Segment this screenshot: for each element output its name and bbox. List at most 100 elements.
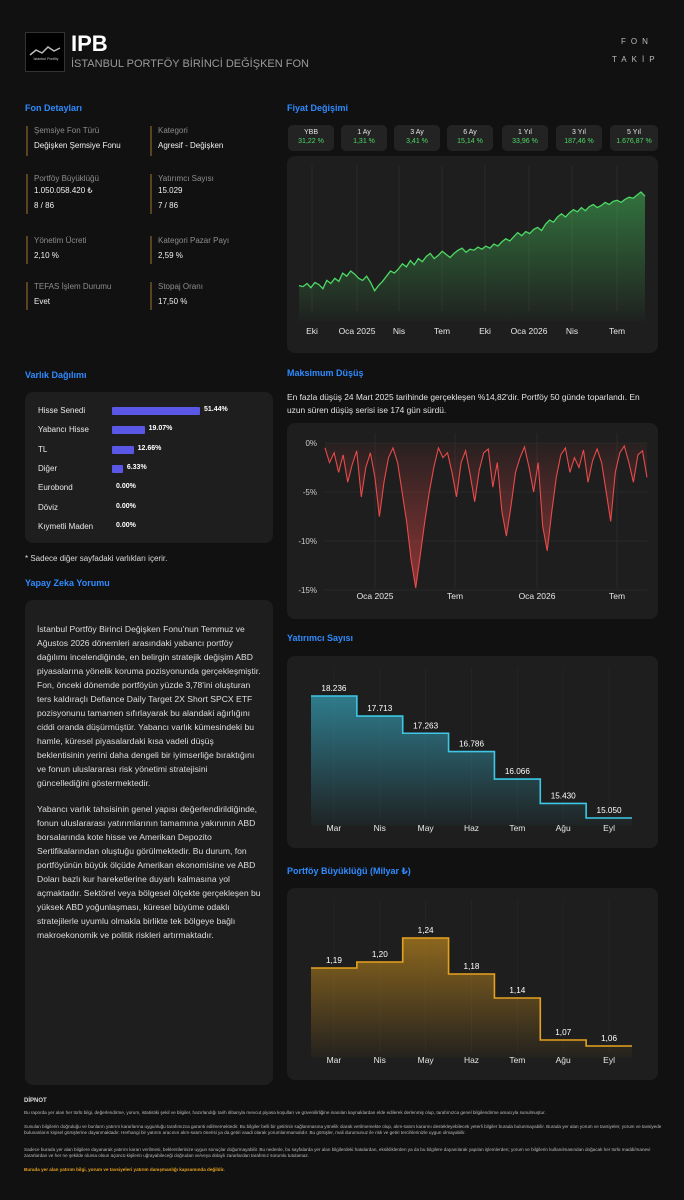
tab-label: 1 Yıl bbox=[518, 129, 532, 136]
detail-tefas: TEFAS İşlem Durumu Evet bbox=[26, 282, 111, 310]
logo-text: İstanbul Portföy bbox=[33, 57, 59, 61]
step-line bbox=[311, 695, 632, 819]
drawdown-x-tick: Oca 2026 bbox=[519, 591, 556, 601]
drawdown-y-tick: -5% bbox=[303, 488, 317, 497]
detail-label: Yatırımcı Sayısı bbox=[158, 174, 214, 183]
asset-name: Diğer bbox=[38, 463, 58, 473]
tab-value: 31,22 % bbox=[298, 138, 324, 145]
tab-value: 187,46 % bbox=[564, 138, 594, 145]
detail-value: 17,50 % bbox=[158, 297, 188, 306]
step-x-tick: Mar bbox=[327, 1055, 342, 1065]
detail-rank: 8 / 86 bbox=[34, 201, 55, 210]
fund-logo: İstanbul Portföy bbox=[25, 32, 65, 72]
drawdown-x-tick: Tem bbox=[609, 591, 625, 601]
asset-name: Kıymetli Maden bbox=[38, 521, 94, 531]
price-change-title: Fiyat Değişimi bbox=[287, 103, 349, 113]
step-data-label: 1,14 bbox=[509, 986, 525, 995]
detail-value: Değişken Şemsiye Fonu bbox=[34, 141, 121, 150]
drawdown-area bbox=[325, 443, 647, 588]
drawdown-chart: 0% -5% -10% -15% Oca 2025 Tem Oca 2026 Tem bbox=[298, 433, 648, 601]
tab-1-month[interactable]: 1 Ay 1,31 % bbox=[341, 125, 387, 151]
step-data-label: 1,18 bbox=[464, 962, 480, 971]
fund-name: İSTANBUL PORTFÖY BİRİNCİ DEĞİŞKEN FON bbox=[71, 58, 309, 70]
detail-label: Stopaj Oranı bbox=[158, 282, 203, 291]
tab-ybb[interactable]: YBB 31,22 % bbox=[288, 125, 334, 151]
step-x-tick: Mar bbox=[327, 823, 342, 833]
asset-name: Yabancı Hisse bbox=[38, 425, 89, 435]
ai-paragraph: Yabancı varlık tahsisinin genel yapısı d… bbox=[37, 804, 261, 940]
step-data-label: 15.430 bbox=[551, 791, 576, 800]
detail-value: 15.029 bbox=[158, 186, 183, 195]
tab-value: 15,14 % bbox=[457, 138, 483, 145]
step-data-label: 1,19 bbox=[326, 956, 342, 965]
disclaimer-paragraph: Sadece burada yer alan bilgilere dayanar… bbox=[24, 1147, 651, 1159]
portfolio-chart-card: 1,19 Mar 1,20 Nis 1,24 May 1,18 Haz 1,14 Tem 1,07 A… bbox=[287, 888, 658, 1080]
asset-bar bbox=[112, 445, 134, 454]
detail-umbrella: Şemsiye Fon Türü Değişken Şemsiye Fonu bbox=[26, 126, 121, 156]
drawdown-chart-card: 0% -5% -10% -15% Oca 2025 Tem Oca 2026 Tem bbox=[287, 423, 658, 619]
tab-label: 5 Yıl bbox=[627, 129, 641, 136]
step-area bbox=[311, 938, 632, 1058]
investor-count-title: Yatırımcı Sayısı bbox=[287, 633, 354, 643]
asset-name: Eurobond bbox=[38, 483, 73, 493]
price-x-tick: Oca 2025 bbox=[339, 326, 376, 336]
step-x-tick: May bbox=[418, 823, 435, 833]
asset-bar bbox=[112, 464, 123, 473]
detail-rank: 7 / 86 bbox=[158, 201, 179, 210]
price-x-tick: Eki bbox=[479, 326, 491, 336]
detail-label: TEFAS İşlem Durumu bbox=[34, 282, 112, 291]
step-line bbox=[311, 937, 632, 1047]
asset-percent: 6.33% bbox=[126, 463, 147, 471]
step-x-tick: Tem bbox=[509, 1055, 525, 1065]
disclaimer-paragraph: Bu raporda yer alan her türlü bilgi, değ… bbox=[24, 1110, 546, 1115]
detail-investor-count: Yatırımcı Sayısı 15.029 7 / 86 bbox=[150, 174, 214, 214]
price-x-tick: Tem bbox=[434, 326, 450, 336]
asset-row: Kıymetli Maden 0.00% bbox=[30, 517, 270, 537]
ai-comment-card: İstanbul Portföy Birinci Değişken Fonu'n… bbox=[25, 600, 273, 1085]
step-data-label: 18.236 bbox=[321, 684, 346, 693]
price-chart-card: Eki Oca 2025 Nis Tem Eki Oca 2026 Nis Tem bbox=[287, 156, 658, 353]
tab-1-year[interactable]: 1 Yıl 33,96 % bbox=[502, 125, 548, 151]
asset-bar bbox=[112, 407, 200, 415]
asset-percent: 12.66% bbox=[137, 444, 162, 452]
step-x-tick: Tem bbox=[509, 823, 525, 833]
detail-label: Kategori bbox=[158, 126, 188, 135]
drawdown-text: En fazla düşüş 24 Mart 2025 tarihinde ge… bbox=[287, 392, 640, 415]
detail-label: Kategori Pazar Payı bbox=[158, 236, 230, 245]
ai-comment-title: Yapay Zeka Yorumu bbox=[25, 578, 110, 588]
detail-management-fee: Yönetim Ücreti 2,10 % bbox=[26, 236, 86, 264]
disclaimer-title: DİPNOT bbox=[24, 1098, 47, 1104]
tab-3-months[interactable]: 3 Ay 3,41 % bbox=[394, 125, 440, 151]
asset-row: TL 12.66% bbox=[30, 440, 270, 460]
drawdown-title: Maksimum Düşüş bbox=[287, 368, 364, 378]
portfolio-chart: 1,19 Mar 1,20 Nis 1,24 May 1,18 Haz 1,14 Tem 1,07 A… bbox=[311, 900, 632, 1065]
detail-value: 2,10 % bbox=[34, 251, 59, 260]
price-x-tick: Eki bbox=[306, 326, 318, 336]
tab-label: 1 Ay bbox=[357, 129, 371, 136]
detail-label: Yönetim Ücreti bbox=[34, 236, 87, 245]
tab-3-years[interactable]: 3 Yıl 187,46 % bbox=[556, 125, 602, 151]
drawdown-y-tick: -15% bbox=[298, 586, 317, 595]
detail-market-share: Kategori Pazar Payı 2,59 % bbox=[150, 236, 229, 264]
step-x-tick: Nis bbox=[374, 1055, 386, 1065]
tab-6-months[interactable]: 6 Ay 15,14 % bbox=[447, 125, 493, 151]
step-data-label: 1,07 bbox=[555, 1028, 571, 1037]
disclaimer-paragraph: Sunulan bilgilerin doğruluğu ve bunların… bbox=[24, 1124, 662, 1136]
price-chart: Eki Oca 2025 Nis Tem Eki Oca 2026 Nis Tem bbox=[298, 166, 646, 336]
disclaimer-warning: Burada yer alan yatırım bilgi, yorum ve … bbox=[24, 1167, 225, 1172]
asset-bar bbox=[112, 426, 145, 435]
asset-name: Döviz bbox=[38, 502, 59, 512]
tab-value: 1,31 % bbox=[353, 138, 375, 145]
asset-percent: 0.00% bbox=[116, 521, 136, 529]
tab-5-years[interactable]: 5 Yıl 1.676,87 % bbox=[610, 125, 658, 151]
drawdown-x-tick: Oca 2025 bbox=[357, 591, 394, 601]
detail-value: Evet bbox=[34, 297, 51, 306]
step-data-label: 17.263 bbox=[413, 721, 438, 730]
asset-row: Eurobond 0.00% bbox=[30, 478, 270, 498]
step-data-label: 1,06 bbox=[601, 1034, 617, 1043]
step-x-tick: Haz bbox=[464, 1055, 479, 1065]
fund-code: IPB bbox=[71, 31, 108, 56]
step-x-tick: Eyl bbox=[603, 1055, 615, 1065]
drawdown-y-tick: -10% bbox=[298, 537, 317, 546]
asset-allocation-card bbox=[25, 392, 273, 543]
